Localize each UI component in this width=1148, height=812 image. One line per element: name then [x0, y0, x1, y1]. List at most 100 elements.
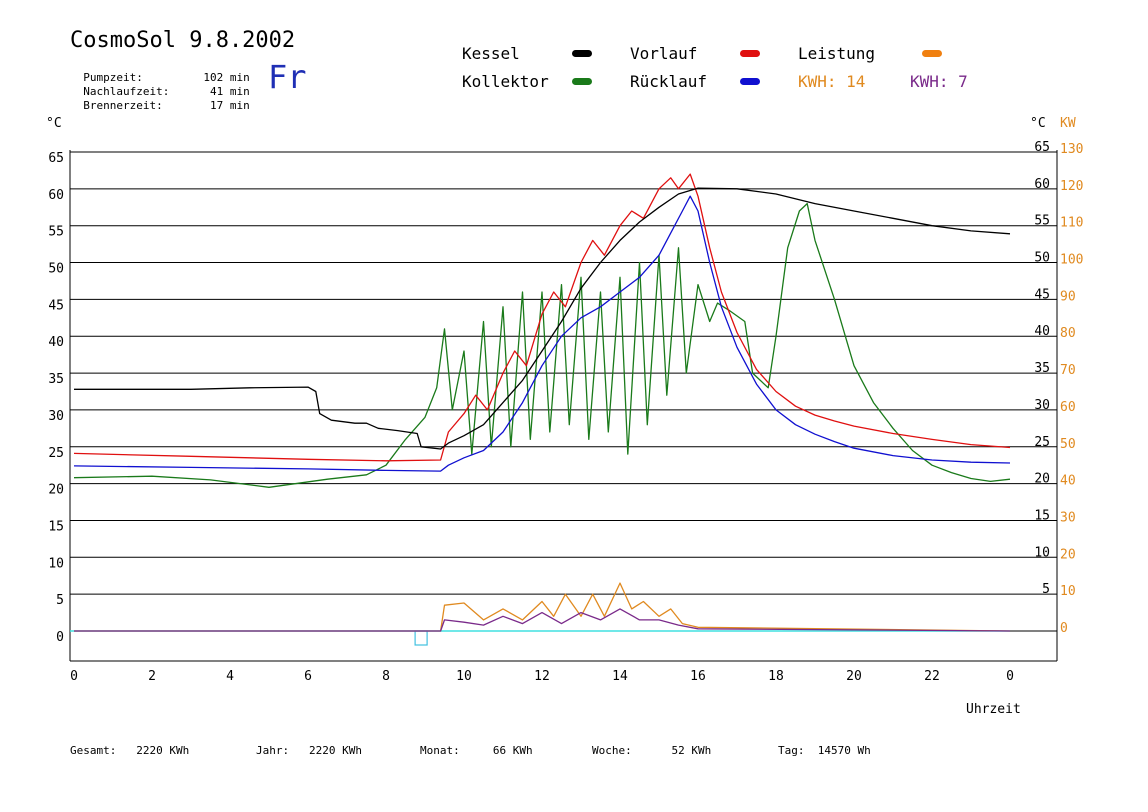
y-tick-kw: 30: [1060, 510, 1076, 525]
footer-woche: Woche: 52 KWh: [592, 744, 711, 757]
footer-jahr: Jahr: 2220 KWh: [256, 744, 362, 757]
left-axis-unit: °C: [46, 116, 62, 131]
right-axis-unit: °C: [1030, 116, 1046, 131]
legend-swatch-vorlauf: [740, 50, 760, 57]
y-tick-right: 30: [1034, 398, 1050, 413]
x-tick: 0: [70, 669, 78, 684]
footer-tag: Tag: 14570 Wh: [778, 744, 871, 757]
marker-square: [414, 630, 428, 646]
y-tick-kw: 70: [1060, 363, 1076, 378]
y-tick-right: 35: [1034, 361, 1050, 376]
legend-label-ruecklauf: Rücklauf: [630, 72, 708, 91]
series-line-ruecklauf: [73, 195, 1011, 472]
footer-value: 66 KWh: [492, 744, 533, 757]
footer-label: Woche:: [592, 744, 632, 757]
data-series: [73, 173, 1011, 632]
footer-value: 14570 Wh: [817, 744, 871, 757]
y-tick-right: 45: [1034, 287, 1050, 302]
x-tick: 2: [148, 669, 156, 684]
y-tick-right: 20: [1034, 472, 1050, 487]
legend-kwh-orange: KWH: 14: [798, 72, 866, 91]
stat-brennerzeit: Brennerzeit: 17 min: [70, 86, 250, 112]
y-tick-kw: 80: [1060, 326, 1076, 341]
legend-label-kessel: Kessel: [462, 44, 520, 63]
series-line-kollektor: [73, 202, 1011, 488]
y-tick-left: 0: [56, 630, 64, 645]
x-tick: 20: [846, 669, 862, 684]
y-tick-right: 15: [1034, 508, 1050, 523]
y-tick-left: 40: [48, 335, 64, 350]
y-tick-kw: 20: [1060, 547, 1076, 562]
series-line-leistung: [74, 582, 1011, 632]
y-tick-kw: 40: [1060, 474, 1076, 489]
y-tick-left: 60: [48, 188, 64, 203]
legend-label-vorlauf: Vorlauf: [630, 44, 698, 63]
y-tick-left: 30: [48, 409, 64, 424]
y-tick-right: 40: [1034, 324, 1050, 339]
legend-swatch-leistung: [922, 50, 942, 57]
y-tick-kw: 10: [1060, 584, 1076, 599]
x-axis-label: Uhrzeit: [966, 702, 1021, 717]
stat-label: Pumpzeit:: [83, 71, 143, 84]
y-tick-left: 35: [48, 372, 64, 387]
y-tick-kw: 60: [1060, 400, 1076, 415]
stat-label: Brennerzeit:: [83, 99, 163, 112]
y-tick-right: 50: [1034, 251, 1050, 266]
y-tick-right: 60: [1034, 177, 1050, 192]
weekday-label: Fr: [268, 58, 307, 96]
stat-unit: min: [229, 85, 250, 98]
y-tick-left: 45: [48, 298, 64, 313]
x-tick: 18: [768, 669, 784, 684]
legend-label-leistung: Leistung: [798, 44, 876, 63]
x-tick: 14: [612, 669, 628, 684]
tick-labels: 0510152025303540455055606551015202530354…: [48, 140, 1083, 684]
x-tick: 8: [382, 669, 390, 684]
y-tick-left: 25: [48, 446, 64, 461]
x-tick: 22: [924, 669, 940, 684]
series-line-kessel: [74, 187, 1011, 450]
footer-label: Jahr:: [256, 744, 290, 757]
x-tick: 6: [304, 669, 312, 684]
y-tick-kw: 50: [1060, 437, 1076, 452]
x-tick: 0: [1006, 669, 1014, 684]
footer-label: Gesamt:: [70, 744, 117, 757]
y-tick-left: 15: [48, 519, 64, 534]
chart-title: CosmoSol 9.8.2002: [70, 28, 296, 53]
x-tick: 16: [690, 669, 706, 684]
y-tick-left: 65: [48, 151, 64, 166]
y-tick-left: 55: [48, 225, 64, 240]
footer-label: Monat:: [420, 744, 460, 757]
y-tick-kw: 100: [1060, 253, 1083, 268]
y-tick-right: 65: [1034, 140, 1050, 155]
stat-value: 17: [210, 99, 224, 112]
legend-swatch-ruecklauf: [740, 78, 760, 85]
footer-monat: Monat: 66 KWh: [420, 744, 533, 757]
y-tick-left: 50: [48, 262, 64, 277]
y-tick-kw: 130: [1060, 142, 1083, 157]
y-tick-left: 10: [48, 556, 64, 571]
stat-value: 41: [210, 85, 224, 98]
series-line-kwh: [74, 608, 1011, 632]
legend-swatch-kollektor: [572, 78, 592, 85]
footer-value: 2220 KWh: [309, 744, 362, 757]
legend-swatch-kessel: [572, 50, 592, 57]
y-tick-left: 20: [48, 483, 64, 498]
legend-kwh-purple: KWH: 7: [910, 72, 968, 91]
legend-label-kollektor: Kollektor: [462, 72, 549, 91]
footer-value: 52 KWh: [671, 744, 712, 757]
y-tick-right: 10: [1034, 545, 1050, 560]
y-tick-right: 25: [1034, 435, 1050, 450]
y-tick-right: 5: [1042, 582, 1050, 597]
x-tick: 12: [534, 669, 550, 684]
y-tick-kw: 90: [1060, 289, 1076, 304]
stat-value: 102: [203, 71, 224, 84]
stat-unit: min: [229, 71, 250, 84]
right-kw-axis-unit: KW: [1060, 116, 1076, 131]
y-tick-right: 55: [1034, 214, 1050, 229]
stat-pumpzeit: Pumpzeit: 102 min: [70, 58, 250, 84]
x-tick: 10: [456, 669, 472, 684]
stat-unit: min: [229, 99, 250, 112]
footer-label: Tag:: [778, 744, 805, 757]
x-tick: 4: [226, 669, 234, 684]
